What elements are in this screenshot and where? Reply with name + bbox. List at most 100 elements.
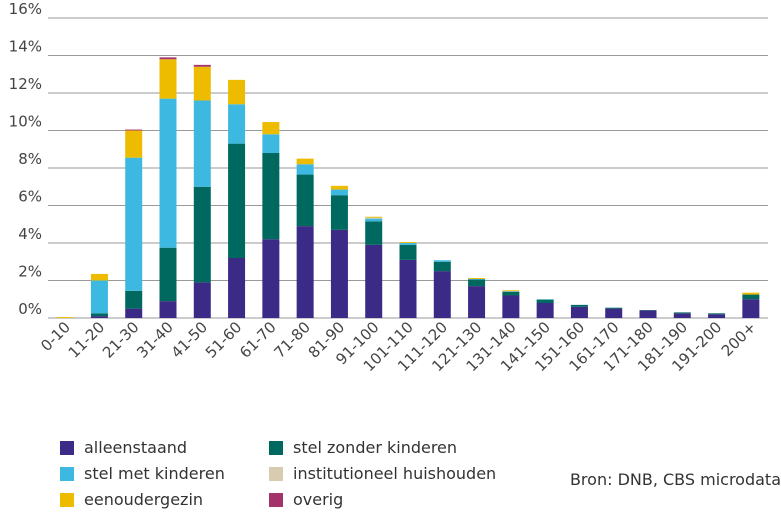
bar-segment: stel zonder kinderen 71-80: 2.75% <box>296 174 314 227</box>
bar-segment: alleenstaand 151-160: 0.6% <box>570 306 588 318</box>
bar-segment: alleenstaand 141-150: 0.8% <box>536 303 554 318</box>
y-tick-label: 12% <box>9 75 42 93</box>
bar-segment: alleenstaand 171-180: 0.4% <box>639 310 657 318</box>
bar-segment: alleenstaand 81-90: 4.7% <box>330 229 348 318</box>
bar-segment: alleenstaand 21-30: 0.5% <box>125 308 143 318</box>
bar-segment: stel met kinderen 91-100: 0.15% <box>365 218 383 222</box>
legend-swatch <box>60 492 74 507</box>
y-tick-label: 4% <box>18 225 42 243</box>
legend-item-stel-met-kinderen: stel met kinderen <box>60 464 225 483</box>
bar-segment: stel met kinderen 71-80: 0.55% <box>296 164 314 175</box>
bar-segment: stel met kinderen 31-40: 7.95% <box>159 98 177 248</box>
x-axis-tick-labels: 0-1011-2021-3031-4041-5051-6061-7071-808… <box>37 318 760 375</box>
bar-segment: eenoudergezin 51-60: 1.3% <box>228 79 246 105</box>
legend-swatch <box>269 440 283 455</box>
bar-segment: stel zonder kinderen 111-120: 0.5% <box>433 261 451 272</box>
bar-segment: alleenstaand 61-70: 4.2% <box>262 239 280 318</box>
x-tick-label: 61-70 <box>236 318 280 362</box>
legend-item-eenoudergezin: eenoudergezin <box>60 490 203 509</box>
bar-segment: overig 41-50: 0.1% <box>193 64 211 67</box>
bar-segment: eenoudergezin 41-50: 1.8% <box>193 66 211 101</box>
bar-segment: stel zonder kinderen 61-70: 4.6% <box>262 153 280 240</box>
y-tick-label: 0% <box>18 300 42 318</box>
bar-segment: stel met kinderen 21-30: 7.1% <box>125 157 143 291</box>
x-tick-label: 11-20 <box>65 318 109 362</box>
bar-segment: stel zonder kinderen 131-140: 0.2% <box>502 291 520 296</box>
bar-segment: alleenstaand 71-80: 4.9% <box>296 226 314 318</box>
x-tick-label: 51-60 <box>202 318 246 362</box>
bar-segment: alleenstaand 181-190: 0.25% <box>673 313 691 318</box>
bar-segment: eenoudergezin 121-130: 0.05% <box>468 278 486 279</box>
x-tick-label: 31-40 <box>133 318 177 362</box>
source-note: Bron: DNB, CBS microdata <box>569 470 781 489</box>
bar-segment: stel zonder kinderen 121-130: 0.35% <box>468 279 486 287</box>
bar-segment: eenoudergezin 91-100: 0.05% <box>365 216 383 218</box>
bar-segment: alleenstaand 131-140: 1.2% <box>502 295 520 318</box>
bar-segment: alleenstaand 111-120: 2.5% <box>433 271 451 318</box>
legend-label: institutioneel huishouden <box>293 464 497 483</box>
bar-segment: stel zonder kinderen 101-110: 0.8% <box>399 244 417 260</box>
bar-segment: stel met kinderen 11-20: 1.75% <box>90 280 108 314</box>
legend-label: eenoudergezin <box>84 490 204 509</box>
legend-item-institutioneel-huishouden: institutioneel huishouden <box>269 464 496 483</box>
bar-segment: stel met kinderen 111-120: 0.08% <box>433 260 451 262</box>
legend-item-overig: overig <box>269 490 343 509</box>
bar-segment: alleenstaand 200+: 1% <box>742 299 760 318</box>
legend-swatch <box>269 492 283 507</box>
bar-segment: eenoudergezin 71-80: 0.3% <box>296 158 314 165</box>
bar-segment: alleenstaand 11-20: 0.1% <box>90 316 108 318</box>
bar-segment: institutioneel huishouden 91-100: 0.05% <box>365 217 383 219</box>
bar-segment: alleenstaand 191-200: 0.2% <box>708 314 726 318</box>
y-tick-label: 6% <box>18 188 42 206</box>
bar-segment: eenoudergezin 101-110: 0.05% <box>399 242 417 243</box>
y-tick-label: 14% <box>9 38 42 56</box>
bar-segment: stel met kinderen 41-50: 4.6% <box>193 100 211 187</box>
legend-swatch <box>60 440 74 455</box>
y-axis-tick-labels: 0% 2% 4% 6% 8% 10% 12% 14% 16% <box>9 0 42 318</box>
legend-label: overig <box>293 490 344 509</box>
x-tick-label: 21-30 <box>99 318 143 362</box>
bar-segment: stel zonder kinderen 81-90: 1.85% <box>330 195 348 230</box>
bar-segment: stel zonder kinderen 41-50: 5.1% <box>193 186 211 283</box>
y-tick-label: 10% <box>9 113 42 131</box>
bar-segment: stel zonder kinderen 141-150: 0.18% <box>536 299 554 303</box>
bar-segment: stel met kinderen 51-60: 2.1% <box>228 104 246 144</box>
bar-segment: eenoudergezin 81-90: 0.2% <box>330 185 348 190</box>
bar-segment: overig 21-30: 0.05% <box>125 129 143 131</box>
legend-swatch <box>60 466 74 481</box>
legend-label: alleenstaand <box>84 438 188 457</box>
bar-segment: stel zonder kinderen 200+: 0.25% <box>742 294 760 300</box>
bar-segment: eenoudergezin 0-10: 0.05% <box>56 317 74 318</box>
bar-segment: eenoudergezin 11-20: 0.35% <box>90 273 108 281</box>
y-tick-label: 16% <box>9 0 42 18</box>
bar-segment: stel zonder kinderen 31-40: 2.85% <box>159 247 177 302</box>
bars: eenoudergezin 0-10: 0.05% alleenstaand 11… <box>56 57 760 318</box>
bar-segment: stel zonder kinderen 191-200: 0.05% <box>708 313 726 315</box>
bar-segment: eenoudergezin 31-40: 2.1% <box>159 59 177 99</box>
y-tick-label: 8% <box>18 150 42 168</box>
bar-segment: stel met kinderen 131-140: 0.03% <box>502 291 520 292</box>
bar-segment: stel met kinderen 61-70: 1% <box>262 134 280 153</box>
bar-segment: stel zonder kinderen 151-160: 0.1% <box>570 304 588 307</box>
y-tick-label: 2% <box>18 263 42 281</box>
stacked-bar-chart: 0% 2% 4% 6% 8% 10% 12% 14% 16% eenoudergezin 0-1… <box>9 0 768 375</box>
bar-segment: stel met kinderen 81-90: 0.3% <box>330 189 348 196</box>
bar-segment: stel zonder kinderen 51-60: 6.1% <box>228 143 246 258</box>
bar-segment: stel met kinderen 121-130: 0.03% <box>468 279 486 280</box>
bar-segment: eenoudergezin 61-70: 0.65% <box>262 122 280 135</box>
x-tick-label: 200+ <box>718 318 760 360</box>
legend-label: stel met kinderen <box>84 464 225 483</box>
bar-segment: stel met kinderen 101-110: 0.1% <box>399 243 417 245</box>
bar-segment: eenoudergezin 200+: 0.1% <box>742 292 760 295</box>
bar-segment: alleenstaand 41-50: 1.9% <box>193 282 211 318</box>
bar-segment: alleenstaand 101-110: 3.1% <box>399 259 417 318</box>
bar-segment: eenoudergezin 131-140: 0.05% <box>502 290 520 292</box>
bar-segment: stel zonder kinderen 181-190: 0.05% <box>673 312 691 314</box>
legend: alleenstaand stel zonder kinderen stel m… <box>60 438 540 518</box>
legend-item-stel-zonder-kinderen: stel zonder kinderen <box>269 438 457 457</box>
bar-segment: stel zonder kinderen 91-100: 1.25% <box>365 221 383 245</box>
bar-segment: overig 31-40: 0.1% <box>159 57 177 60</box>
bar-segment: stel zonder kinderen 11-20: 0.15% <box>90 313 108 317</box>
legend-swatch <box>269 466 283 481</box>
bar-segment: alleenstaand 51-60: 3.2% <box>228 258 246 318</box>
